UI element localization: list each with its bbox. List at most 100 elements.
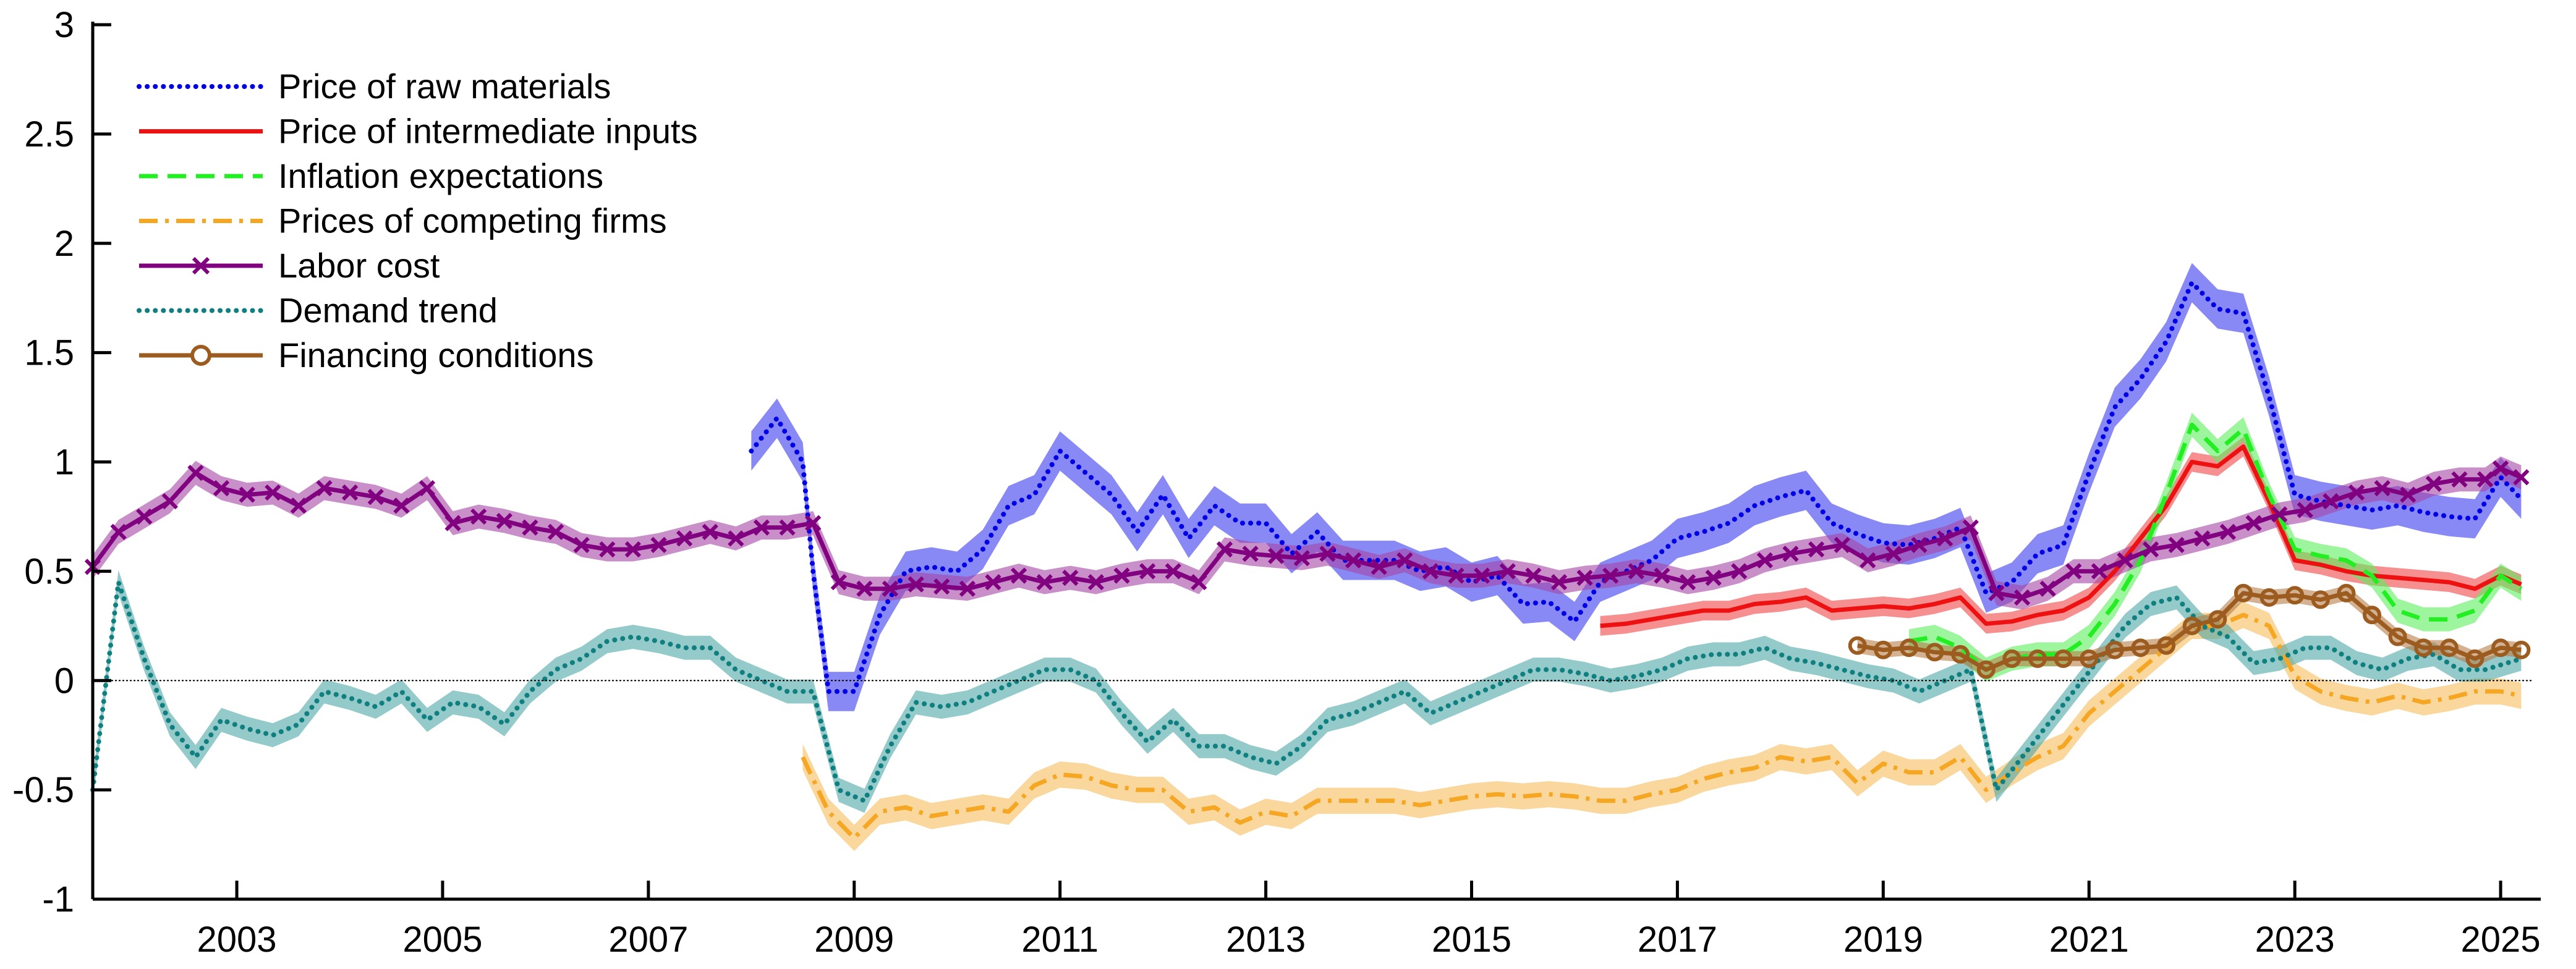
prices-of-competing-firms-line [801,612,2522,840]
y-tick-label: -0.5 [12,770,74,810]
labor-cost-marker [985,573,1001,591]
labor-cost-marker [2142,541,2159,558]
y-tick-label: 2 [54,224,74,264]
labor-cost-marker [1139,563,1156,580]
legend-label: Labor cost [278,246,440,285]
labor-cost-marker [2451,471,2468,488]
financing-conditions-marker [2414,638,2433,658]
x-tick-label: 2005 [402,920,482,960]
labor-cost-marker [1216,541,1233,558]
financing-conditions-marker [2080,649,2099,668]
labor-cost-marker [1705,569,1722,586]
financing-conditions-marker [2388,627,2407,646]
labor-cost-marker [1293,550,1310,567]
financing-conditions-marker [2028,649,2047,668]
labor-cost-marker [1782,545,1799,562]
demand-trend-band [93,570,2522,813]
labor-cost-marker [908,576,924,593]
labor-cost-marker [830,573,847,591]
legend-item-inflation-expectations: Inflation expectations [139,156,603,195]
x-tick-label: 2009 [814,920,894,960]
labor-cost-marker [702,523,718,540]
legend-label: Price of intermediate inputs [278,112,698,151]
financing-conditions-marker [2105,640,2124,659]
financing-conditions-marker [2002,649,2021,668]
labor-cost-marker [1628,563,1644,580]
labor-cost-marker [779,519,796,536]
labor-cost-marker [290,497,307,514]
labor-cost-marker [1268,548,1285,564]
labor-cost-marker [136,508,153,525]
legend-label: Demand trend [278,291,498,330]
financing-conditions-marker [2259,588,2279,607]
labor-cost-marker [1474,567,1490,584]
labor-cost-marker [161,493,178,510]
labor-cost-marker [1654,567,1670,584]
labor-cost-marker [1113,567,1130,584]
x-tick-label: 2015 [1432,920,1511,960]
y-tick-label: 0.5 [24,551,74,591]
labor-cost-marker [856,580,873,597]
financing-conditions-marker [2054,649,2073,668]
x-tick-label: 2007 [608,920,688,960]
labor-cost-marker [213,480,230,497]
labor-cost-marker [1422,563,1439,580]
labor-cost-marker [805,515,822,531]
financing-conditions-marker [2512,640,2531,659]
y-tick-label: 2.5 [24,114,74,154]
financing-conditions-marker [2182,616,2201,635]
labor-cost-marker [1576,569,1593,586]
labor-cost-marker [1860,552,1876,569]
labor-cost-marker [1988,585,2005,601]
labor-cost-marker [1062,569,1079,586]
x-tick-label: 2023 [2255,920,2335,960]
labor-cost-marker [1319,545,1336,562]
labor-cost-marker [265,484,281,501]
financing-conditions-marker [1899,638,1918,658]
labor-cost-marker [2117,552,2133,569]
labor-cost-marker [2219,523,2237,540]
x-tick-label: 2017 [1638,920,1717,960]
axes: -1 -0.5 0 0.5 1 1.5 2 2.5 3 2003 2005 2007 2009 2011 2… [12,5,2541,960]
legend-label: Inflation expectations [278,156,603,195]
labor-cost-marker [676,530,693,547]
labor-cost-marker [1885,545,1902,562]
financing-conditions-marker [2465,649,2485,668]
labor-cost-marker [1808,541,1825,558]
labor-cost-marker [1499,563,1516,580]
labor-cost-marker [1550,573,1568,591]
labor-cost-marker [496,512,512,530]
labor-cost-marker [1731,563,1748,580]
labor-cost-marker [2297,502,2313,518]
labor-cost-marker [367,488,384,506]
labor-cost-marker [2039,580,2056,597]
labor-cost-marker [2245,515,2262,531]
labor-cost-marker [2091,563,2108,580]
financing-conditions-marker [2157,636,2176,655]
labor-cost-marker [1345,552,1362,569]
financing-conditions-marker [2131,638,2150,658]
labor-cost-marker [2323,493,2339,510]
financing-conditions-marker [1925,643,1944,662]
labor-cost-marker [1602,567,1619,584]
labor-cost-marker [753,519,770,536]
labor-cost-marker [2065,563,2082,580]
labor-cost-marker [933,578,950,595]
x-tick-label: 2011 [1021,920,1099,960]
legend-item-labor-cost: Labor cost [139,246,440,285]
price-of-intermediate-inputs-band [1600,436,2522,636]
labor-cost-marker [1911,536,1928,554]
labor-cost-marker [316,480,333,497]
labor-cost-marker [2425,475,2442,492]
financing-conditions-marker [2285,586,2305,605]
legend-item-price-of-raw-materials: Price of raw materials [137,67,611,106]
labor-cost-marker [1242,545,1259,562]
labor-cost-marker [2168,536,2185,554]
financing-conditions-marker [2439,638,2459,658]
financing-conditions-marker [2234,583,2253,603]
labor-cost-marker [2492,460,2509,477]
labor-cost-marker [2400,486,2417,503]
legend-item-demand-trend: Demand trend [137,291,498,330]
price-of-raw-materials-band [751,263,2522,711]
